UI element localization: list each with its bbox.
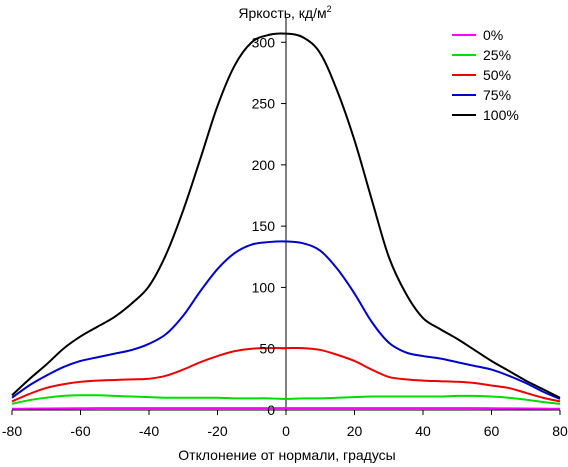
x-tick-label: -60	[70, 423, 90, 439]
legend-label-3: 50%	[483, 67, 511, 83]
legend-label-1: 0%	[483, 27, 503, 43]
x-tick-label: -20	[207, 423, 227, 439]
y-tick-label: 200	[252, 157, 276, 173]
tick-labels: -80 -60 -40 -20 0 20 40 60 80 0 50 100 150 200 250 300	[2, 34, 568, 439]
legend-label-4: 75%	[483, 87, 511, 103]
x-tick-label: 0	[282, 423, 290, 439]
series-line-2	[11, 394, 561, 405]
y-tick-label: 50	[259, 341, 275, 357]
y-tick-label: 300	[252, 34, 276, 50]
series-line-5	[11, 32, 561, 399]
x-axis-title: Отклонение от нормали, градусы	[178, 447, 395, 463]
x-tick-label: -40	[139, 423, 159, 439]
x-tick-label: 40	[415, 423, 431, 439]
y-tick-label: 0	[267, 402, 275, 418]
x-tick-label: 80	[552, 423, 568, 439]
series-line-1	[11, 407, 561, 410]
x-tick-label: 60	[484, 423, 500, 439]
y-axis-title: Яркость, кд/м2	[238, 4, 331, 21]
y-tick-label: 150	[252, 218, 276, 234]
series-line-3	[11, 346, 561, 403]
y-tick-label: 100	[252, 279, 276, 295]
series-line-4	[11, 240, 561, 400]
y-tick-label: 250	[252, 96, 276, 112]
legend-label-2: 25%	[483, 47, 511, 63]
legend: 0% 25% 50% 75% 100%	[452, 27, 519, 123]
x-tick-label: -80	[2, 423, 22, 439]
x-tick-label: 20	[347, 423, 363, 439]
series-layer	[11, 32, 561, 410]
axes	[11, 18, 561, 415]
legend-label-5: 100%	[483, 107, 519, 123]
